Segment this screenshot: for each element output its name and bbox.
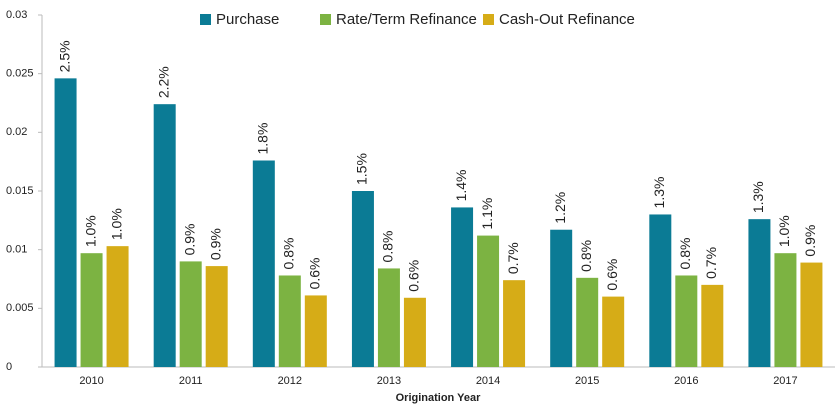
x-tick-label: 2013 <box>377 375 401 387</box>
bar <box>503 280 526 367</box>
value-label: 0.8% <box>578 240 594 272</box>
x-tick-label: 2016 <box>674 375 698 387</box>
bar <box>800 262 823 367</box>
legend-swatch <box>483 14 494 25</box>
value-label: 1.0% <box>82 215 98 247</box>
x-tick-label: 2017 <box>773 375 797 387</box>
legend-swatch <box>320 14 331 25</box>
bar <box>179 261 202 367</box>
value-label: 1.3% <box>750 181 766 213</box>
bar <box>80 253 103 367</box>
legend-label: Cash-Out Refinance <box>499 11 635 28</box>
y-tick-label: 0 <box>6 361 12 373</box>
value-label: 2.2% <box>155 66 171 98</box>
bar <box>351 191 374 367</box>
x-axis-label: Origination Year <box>396 392 481 404</box>
value-label: 0.9% <box>207 228 223 260</box>
value-label: 0.6% <box>307 258 323 290</box>
y-tick-label: 0.02 <box>6 126 27 138</box>
value-label: 1.0% <box>108 208 124 240</box>
value-label: 1.5% <box>354 153 370 185</box>
legend-label: Purchase <box>216 11 279 28</box>
bar <box>278 275 301 367</box>
y-tick-label: 0.01 <box>6 244 27 256</box>
bar <box>403 297 426 367</box>
value-label: 0.9% <box>181 223 197 255</box>
bar <box>205 266 228 367</box>
bar <box>576 277 599 367</box>
bar <box>54 78 77 368</box>
value-label: 1.0% <box>776 215 792 247</box>
bar <box>304 295 327 367</box>
value-label: 0.7% <box>505 242 521 274</box>
x-tick-label: 2010 <box>79 375 103 387</box>
value-label: 0.7% <box>703 247 719 279</box>
value-label: 0.9% <box>802 225 818 257</box>
bar <box>550 229 573 367</box>
y-tick-label: 0.025 <box>6 68 34 80</box>
bar <box>675 275 698 367</box>
value-label: 1.1% <box>479 198 495 230</box>
bar <box>701 284 724 367</box>
value-label: 0.8% <box>281 238 297 270</box>
bar <box>602 296 625 367</box>
bar <box>451 207 474 367</box>
x-tick-label: 2012 <box>278 375 302 387</box>
bar <box>106 246 129 367</box>
legend-swatch <box>200 14 211 25</box>
x-tick-label: 2011 <box>179 375 203 387</box>
y-tick-label: 0.015 <box>6 185 34 197</box>
value-label: 2.5% <box>56 40 72 72</box>
value-label: 1.2% <box>552 192 568 224</box>
legend-label: Rate/Term Refinance <box>336 11 477 28</box>
value-label: 1.8% <box>255 123 271 155</box>
bar <box>774 253 797 367</box>
x-tick-label: 2014 <box>476 375 500 387</box>
bar <box>748 219 771 367</box>
bar <box>153 104 176 367</box>
value-label: 1.4% <box>453 170 469 202</box>
bar <box>252 160 275 367</box>
value-label: 0.6% <box>604 259 620 291</box>
bar <box>377 268 400 367</box>
y-tick-label: 0.005 <box>6 302 34 314</box>
value-label: 0.8% <box>380 231 396 263</box>
value-label: 1.3% <box>651 177 667 209</box>
value-label: 0.8% <box>677 238 693 270</box>
x-tick-label: 2015 <box>575 375 599 387</box>
bar <box>649 214 672 367</box>
y-tick-label: 0.03 <box>6 9 27 21</box>
value-label: 0.6% <box>406 260 422 292</box>
bar <box>477 235 500 367</box>
